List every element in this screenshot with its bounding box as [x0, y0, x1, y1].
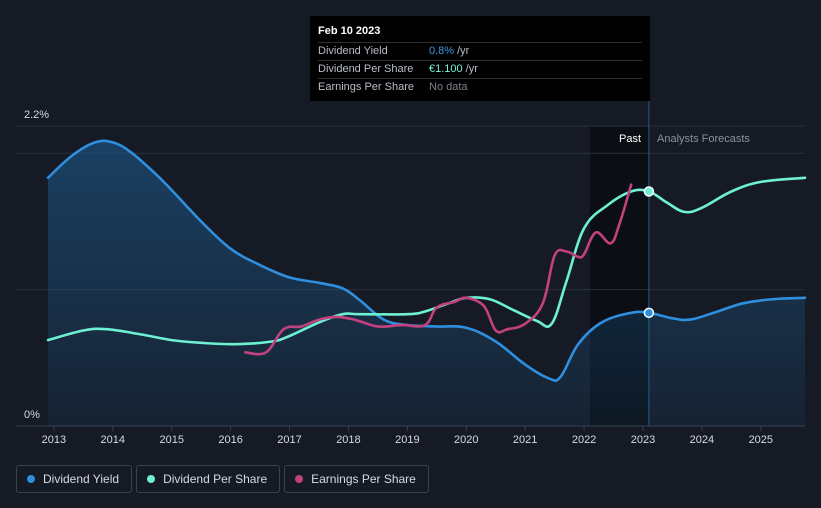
- legend-dot-icon: [295, 475, 304, 483]
- tooltip-unit: /yr: [457, 45, 470, 57]
- y-label-top: 2.2%: [24, 109, 49, 121]
- x-tick-label: 2013: [42, 434, 66, 446]
- tooltip-row-earnings-per-share: Earnings Per Share No data: [318, 79, 642, 96]
- tooltip-row-dividend-per-share: Dividend Per Share €1.100 /yr: [318, 61, 642, 79]
- earnings-per-share-line: [244, 183, 633, 356]
- x-tick-label: 2020: [454, 434, 478, 446]
- x-tick-label: 2016: [218, 434, 242, 446]
- legend-label: Dividend Yield: [43, 472, 120, 486]
- x-tick-label: 2017: [277, 434, 301, 446]
- tooltip-date: Feb 10 2023: [318, 22, 642, 43]
- tooltip-value: €1.100: [429, 63, 463, 75]
- legend-label: Earnings Per Share: [311, 472, 416, 486]
- chart-legend: Dividend Yield Dividend Per Share Earnin…: [16, 465, 429, 493]
- y-label-bottom: 0%: [24, 409, 40, 421]
- chart-tooltip: Feb 10 2023 Dividend Yield 0.8% /yr Divi…: [310, 16, 650, 101]
- tooltip-unit: /yr: [465, 63, 478, 75]
- x-tick-label: 2018: [336, 434, 360, 446]
- tooltip-row-dividend-yield: Dividend Yield 0.8% /yr: [318, 43, 642, 61]
- tooltip-value: No data: [429, 81, 468, 93]
- x-tick-label: 2021: [513, 434, 537, 446]
- tooltip-label: Dividend Per Share: [318, 63, 414, 75]
- x-tick-label: 2019: [395, 434, 419, 446]
- legend-item-dividend-per-share[interactable]: Dividend Per Share: [136, 465, 281, 493]
- x-tick-label: 2014: [101, 434, 125, 446]
- dividend-yield-marker[interactable]: [643, 307, 655, 319]
- forecast-label: Analysts Forecasts: [657, 133, 750, 145]
- tooltip-label: Earnings Per Share: [318, 81, 414, 93]
- legend-dot-icon: [27, 475, 35, 483]
- dividend-yield-area: [48, 140, 805, 426]
- x-tick-label: 2025: [749, 434, 773, 446]
- tooltip-value: 0.8%: [429, 45, 455, 57]
- legend-item-dividend-yield[interactable]: Dividend Yield: [16, 465, 133, 493]
- tooltip-label: Dividend Yield: [318, 45, 388, 57]
- x-tick-label: 2022: [572, 434, 596, 446]
- legend-dot-icon: [147, 475, 156, 483]
- x-tick-label: 2024: [690, 434, 714, 446]
- dividend-per-share-marker[interactable]: [643, 186, 655, 197]
- x-tick-label: 2023: [631, 434, 655, 446]
- x-tick-label: 2015: [159, 434, 183, 446]
- past-label: Past: [619, 133, 641, 145]
- legend-label: Dividend Per Share: [163, 472, 268, 486]
- legend-item-earnings-per-share[interactable]: Earnings Per Share: [284, 465, 429, 493]
